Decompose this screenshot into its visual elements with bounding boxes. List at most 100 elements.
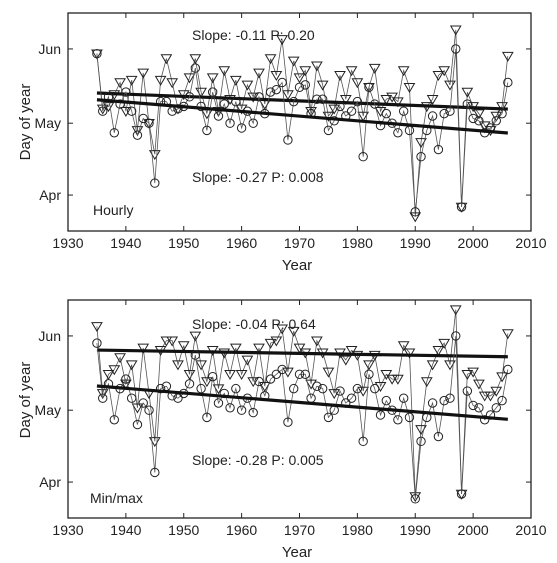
point-hourly-circle-1954 (202, 125, 212, 136)
point-minmax-circle-1965 (265, 374, 276, 384)
point-hourly-triangle-1989 (403, 83, 416, 93)
point-minmax-circle-2004 (491, 403, 501, 413)
point-hourly-triangle-1965 (264, 54, 277, 65)
x-tick-label-hourly-1930: 1930 (52, 235, 83, 251)
point-minmax-circle-1956 (213, 398, 224, 408)
point-minmax-circle-1966 (271, 369, 282, 379)
panel-minmax: Day of year Year Slope: -0.04 P: 0.64 Sl… (17, 299, 547, 561)
point-minmax-triangle-1960 (235, 370, 248, 380)
point-hourly-circle-1957 (219, 99, 229, 109)
point-minmax-circle-1980 (352, 383, 363, 394)
x-tick-label-minmax-2000: 2000 (458, 522, 489, 538)
x-tick-label-hourly-2000: 2000 (458, 235, 489, 251)
point-minmax-circle-2005 (497, 395, 507, 406)
point-hourly-triangle-1967 (276, 35, 289, 46)
point-hourly-triangle-1939 (114, 78, 126, 89)
point-minmax-circle-1997 (451, 331, 461, 341)
point-hourly-circle-1988 (398, 106, 409, 116)
point-minmax-circle-1952 (190, 350, 201, 360)
x-tick-label-hourly-1970: 1970 (284, 235, 315, 251)
point-minmax-circle-1960 (236, 405, 247, 415)
point-minmax-circle-1959 (231, 383, 241, 394)
point-hourly-circle-1993 (427, 111, 438, 121)
point-minmax-triangle-1967 (276, 324, 289, 335)
point-minmax-triangle-2006 (501, 329, 514, 340)
point-minmax-circle-1975 (323, 412, 334, 423)
point-hourly-triangle-1936 (96, 104, 109, 115)
point-minmax-triangle-1959 (229, 343, 242, 354)
point-hourly-triangle-2006 (501, 51, 514, 62)
point-hourly-circle-1969 (289, 96, 299, 107)
point-minmax-triangle-1999 (461, 370, 474, 380)
point-minmax-triangle-1984 (374, 381, 387, 392)
point-hourly-triangle-1957 (218, 66, 231, 77)
point-minmax-circle-1996 (445, 393, 455, 403)
point-hourly-circle-1974 (317, 94, 328, 104)
point-minmax-triangle-1996 (444, 360, 456, 371)
point-hourly-triangle-1988 (397, 66, 410, 77)
point-minmax-circle-1981 (358, 436, 368, 447)
point-minmax-circle-1963 (254, 376, 264, 387)
point-hourly-circle-1955 (207, 87, 218, 97)
point-minmax-circle-1971 (300, 369, 310, 379)
point-hourly-triangle-1984 (374, 106, 387, 117)
point-minmax-circle-1935 (92, 338, 102, 348)
point-hourly-triangle-1978 (339, 94, 352, 105)
point-hourly-circle-2001 (474, 116, 484, 126)
point-hourly-triangle-1972 (305, 106, 317, 117)
x-tick-label-minmax-1970: 1970 (284, 522, 315, 538)
point-minmax-circle-1954 (202, 412, 212, 423)
point-minmax-triangle-1970 (293, 343, 306, 354)
point-minmax-circle-2001 (474, 403, 484, 413)
point-hourly-triangle-1981 (357, 111, 370, 122)
point-hourly-circle-1963 (254, 92, 264, 102)
point-minmax-triangle-1982 (363, 360, 375, 371)
point-minmax-circle-1951 (184, 379, 195, 389)
point-hourly-triangle-1952 (189, 54, 202, 65)
annotation-minmax-circle: Slope: -0.28 P: 0.005 (192, 452, 324, 468)
point-hourly-triangle-1986 (386, 92, 398, 103)
point-minmax-triangle-1995 (438, 338, 451, 349)
point-hourly-circle-1939 (115, 99, 125, 109)
point-minmax-circle-1982 (364, 369, 374, 379)
point-hourly-circle-1975 (323, 125, 334, 136)
point-minmax-circle-1938 (109, 415, 120, 425)
point-hourly-triangle-1966 (270, 71, 283, 82)
point-minmax-triangle-1937 (102, 370, 115, 380)
point-hourly-circle-1979 (346, 106, 357, 116)
series-line-minmax-triangle (96, 309, 509, 497)
y-tick-label-minmax-jun: Jun (38, 328, 61, 344)
point-hourly-circle-2000 (468, 113, 478, 124)
point-hourly-circle-1998 (456, 202, 467, 212)
point-minmax-triangle-1964 (258, 381, 271, 392)
y-tick-label-hourly-apr: Apr (39, 187, 61, 203)
point-minmax-circle-1943 (138, 398, 148, 408)
point-hourly-triangle-1962 (247, 92, 260, 103)
point-hourly-triangle-1987 (392, 97, 404, 108)
point-minmax-triangle-1948 (166, 336, 179, 347)
point-hourly-circle-1981 (358, 152, 368, 162)
point-minmax-circle-1991 (416, 436, 426, 447)
point-hourly-circle-1942 (132, 130, 143, 140)
trend-line-minmax-circle (96, 384, 508, 421)
point-hourly-circle-1982 (364, 82, 374, 92)
point-hourly-triangle-1963 (253, 68, 265, 79)
point-minmax-triangle-1942 (131, 403, 144, 414)
data-area-hourly (91, 25, 514, 223)
point-minmax-triangle-1947 (160, 336, 173, 347)
point-minmax-triangle-1961 (241, 355, 254, 366)
y-tick-label-hourly-may: May (35, 115, 61, 131)
point-hourly-triangle-1940 (120, 106, 132, 117)
point-minmax-triangle-1992 (420, 377, 433, 388)
point-minmax-triangle-1989 (403, 348, 416, 359)
point-minmax-triangle-1936 (96, 389, 109, 400)
point-hourly-circle-1960 (236, 123, 247, 133)
point-minmax-circle-1990 (410, 494, 420, 504)
series-line-hourly-circle (96, 48, 509, 212)
point-hourly-circle-1944 (144, 118, 154, 128)
trend-line-hourly-circle (96, 98, 508, 135)
point-hourly-circle-1967 (277, 77, 287, 88)
point-hourly-circle-1994 (433, 144, 444, 155)
point-minmax-circle-2000 (468, 400, 478, 411)
point-hourly-circle-1951 (184, 92, 195, 102)
